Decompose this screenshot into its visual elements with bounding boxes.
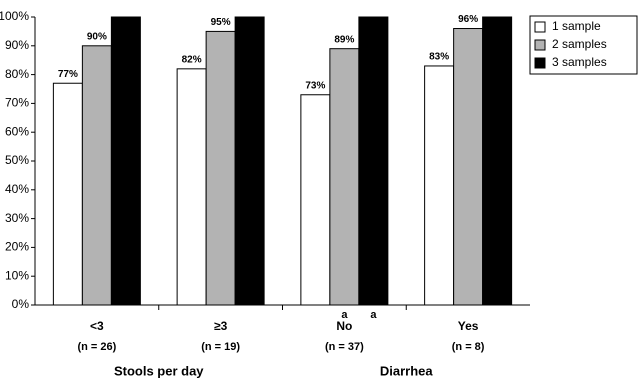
- y-tick-label: 30%: [5, 211, 29, 225]
- legend-box: [529, 15, 638, 75]
- x-tick-sublabel: (n = 8): [452, 341, 485, 353]
- value-label: 73%: [305, 80, 325, 91]
- legend-swatch: [534, 57, 546, 69]
- bar: [300, 94, 331, 306]
- y-tick-label: 60%: [5, 124, 29, 138]
- legend-label: 3 samples: [552, 55, 607, 69]
- bar: [453, 28, 484, 306]
- legend-swatch: [534, 39, 546, 51]
- bar: [52, 82, 83, 306]
- y-tick-label: 50%: [5, 153, 29, 167]
- value-label: 96%: [458, 14, 478, 25]
- legend-label: 2 samples: [552, 37, 607, 51]
- x-tick-sublabel: (n = 26): [77, 341, 116, 353]
- y-tick-label: 20%: [5, 240, 29, 254]
- y-tick-label: 70%: [5, 96, 29, 110]
- x-tick-label: Yes: [458, 319, 479, 333]
- bar: [482, 16, 513, 306]
- value-label: 82%: [182, 54, 202, 65]
- x-tick-sublabel: (n = 37): [325, 341, 364, 353]
- y-tick-label: 10%: [5, 268, 29, 282]
- bar: [424, 65, 455, 306]
- bar: [358, 16, 389, 306]
- legend-label: 1 sample: [552, 19, 601, 33]
- bar: [110, 16, 141, 306]
- value-label: 77%: [58, 69, 78, 80]
- legend-swatch: [534, 21, 546, 33]
- annotation: a: [341, 309, 348, 321]
- y-tick-label: 80%: [5, 67, 29, 81]
- value-label: 83%: [429, 52, 449, 63]
- x-tick-label: ≥3: [214, 319, 228, 333]
- value-label: 89%: [334, 34, 354, 45]
- y-tick-label: 100%: [0, 9, 29, 23]
- group-label: Stools per day: [114, 363, 204, 378]
- y-tick-label: 40%: [5, 182, 29, 196]
- value-label: 95%: [211, 17, 231, 28]
- bar: [81, 45, 112, 306]
- y-tick-label: 0%: [12, 297, 30, 311]
- bar: [176, 68, 207, 306]
- bar: [329, 48, 360, 306]
- annotation: a: [370, 309, 377, 321]
- bar: [205, 30, 236, 306]
- y-tick-label: 90%: [5, 38, 29, 52]
- bar: [234, 16, 265, 306]
- x-tick-label: <3: [90, 319, 104, 333]
- group-label: Diarrhea: [380, 363, 434, 378]
- x-tick-sublabel: (n = 19): [201, 341, 240, 353]
- x-tick-label: No: [336, 319, 352, 333]
- value-label: 90%: [87, 31, 107, 42]
